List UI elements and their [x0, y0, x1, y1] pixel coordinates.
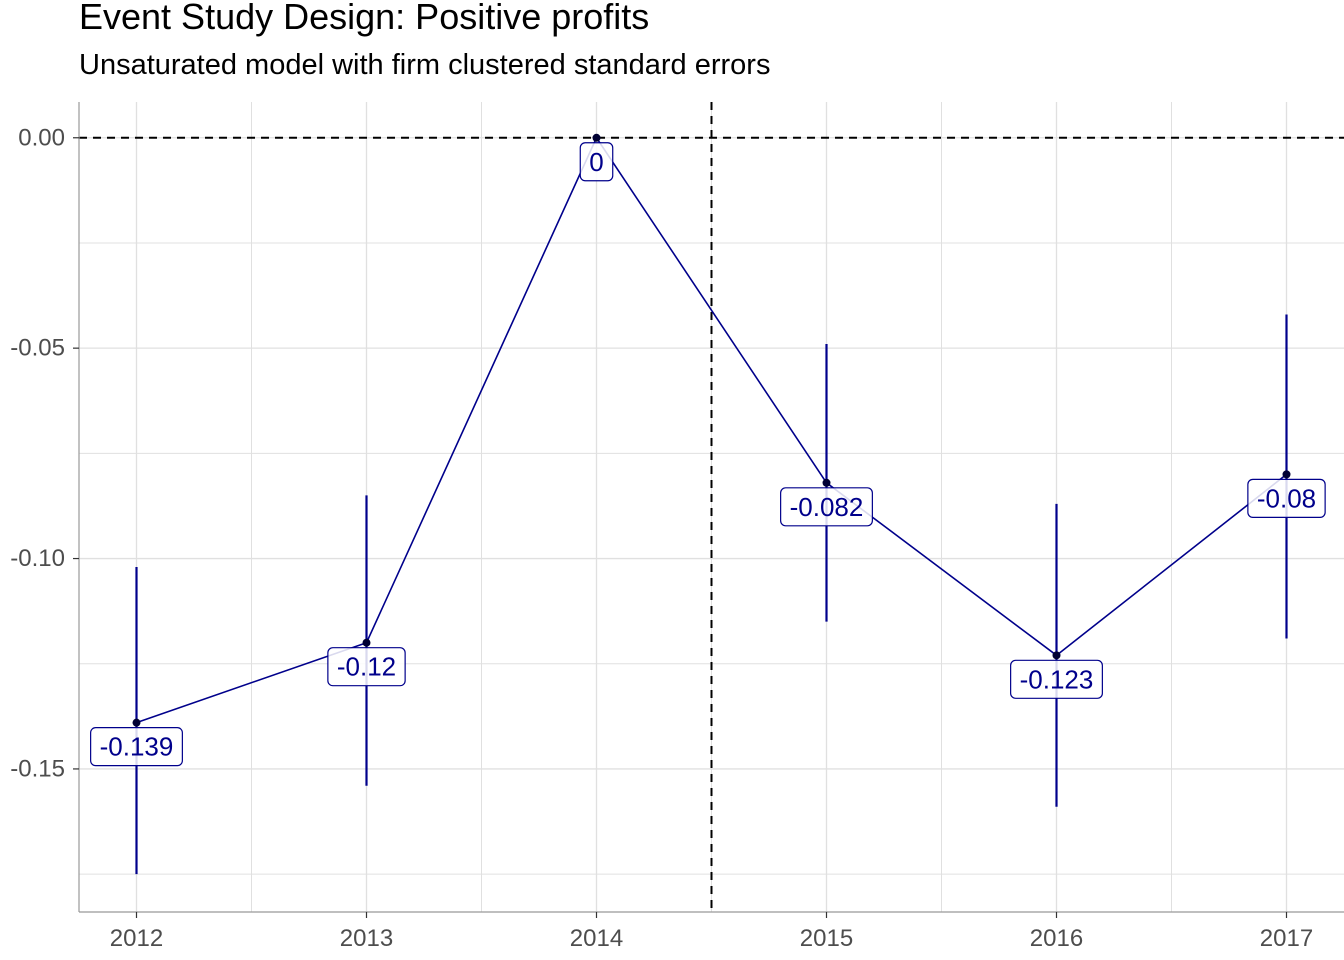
- data-label: 0: [580, 143, 612, 181]
- x-tick-label: 2013: [340, 925, 393, 952]
- data-point: [1053, 651, 1061, 659]
- y-tick-label: -0.15: [10, 755, 65, 782]
- data-point: [363, 639, 371, 647]
- x-axis-ticks: 2012 2013 2014 2015 2016 2017: [110, 912, 1313, 952]
- y-tick-label: -0.05: [10, 335, 65, 362]
- data-point: [823, 479, 831, 487]
- x-tick-label: 2012: [110, 925, 163, 952]
- x-tick-label: 2015: [800, 925, 853, 952]
- data-label-text: -0.123: [1020, 664, 1094, 694]
- x-tick-label: 2016: [1030, 925, 1083, 952]
- data-label: -0.12: [328, 648, 405, 686]
- data-label-text: -0.082: [790, 492, 864, 522]
- y-tick-label: 0.00: [18, 124, 65, 151]
- data-point: [133, 719, 141, 727]
- data-point: [593, 134, 601, 142]
- data-label-text: -0.08: [1257, 483, 1316, 513]
- data-label: -0.082: [781, 488, 873, 526]
- data-label: -0.08: [1248, 479, 1325, 517]
- data-label: -0.139: [91, 728, 183, 766]
- data-label: -0.123: [1011, 660, 1103, 698]
- data-point: [1283, 470, 1291, 478]
- x-tick-label: 2017: [1260, 925, 1313, 952]
- data-label-text: -0.139: [100, 732, 174, 762]
- data-label-text: -0.12: [337, 652, 396, 682]
- x-tick-label: 2014: [570, 925, 623, 952]
- data-labels: -0.139 -0.12 0 -0.082 -0.123 -0.08: [91, 143, 1326, 766]
- y-tick-label: -0.10: [10, 545, 65, 572]
- data-label-text: 0: [589, 147, 603, 177]
- y-axis-ticks: 0.00 -0.05 -0.10 -0.15: [10, 124, 79, 782]
